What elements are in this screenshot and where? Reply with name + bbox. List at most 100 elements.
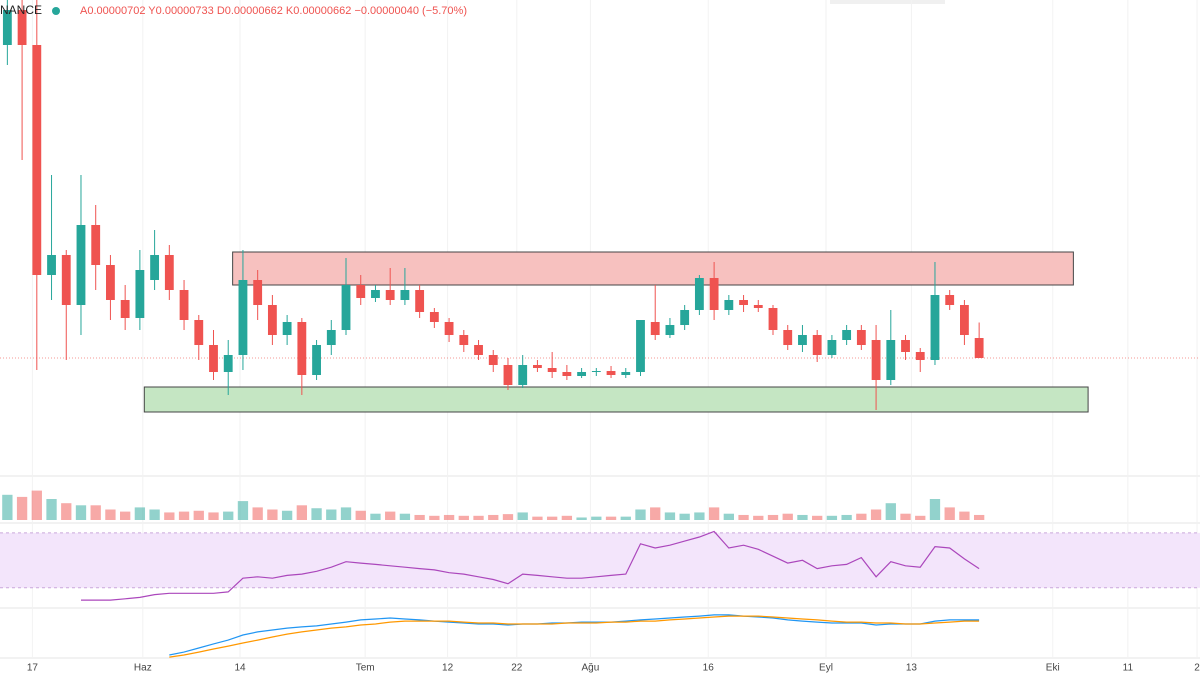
toolbar-edge xyxy=(830,0,945,4)
candle-body xyxy=(945,295,955,305)
candle-body xyxy=(194,320,204,345)
volume-bar xyxy=(414,514,425,520)
candle-body xyxy=(267,305,277,335)
volume-bar xyxy=(532,516,543,520)
candle-body xyxy=(650,322,660,335)
volume-bar xyxy=(973,514,985,520)
candle-body xyxy=(238,280,248,355)
candle-body xyxy=(282,322,292,335)
candle-body xyxy=(474,345,483,355)
volume-bar xyxy=(900,513,911,520)
candle-body xyxy=(709,278,719,310)
candle-body xyxy=(636,320,645,372)
volume-bar xyxy=(915,515,926,520)
x-tick-label: 2 xyxy=(1194,663,1200,674)
rsi-band xyxy=(0,532,1200,588)
volume-bar xyxy=(561,515,573,520)
candle-body xyxy=(871,340,881,380)
candle-body xyxy=(724,300,734,310)
volume-bar xyxy=(797,514,808,520)
volume-bar xyxy=(767,514,779,520)
volume-bar xyxy=(723,513,734,520)
volume-bar xyxy=(473,515,484,520)
volume-bar xyxy=(694,512,705,520)
volume-bar xyxy=(385,511,396,520)
volume-bar xyxy=(281,510,293,520)
candle-body xyxy=(120,300,130,318)
x-tick-label: Ağu xyxy=(582,663,600,674)
volume-bar xyxy=(61,503,72,520)
candle-body xyxy=(341,285,351,330)
volume-bar xyxy=(16,496,28,520)
candle-body xyxy=(503,365,513,385)
volume-bar xyxy=(591,516,602,520)
volume-bar xyxy=(959,511,970,520)
candle-body xyxy=(562,372,572,376)
candle-body xyxy=(135,270,145,318)
volume-bar xyxy=(223,511,234,520)
volume-bar xyxy=(488,514,499,520)
volume-bar xyxy=(856,513,867,520)
x-tick-label: 22 xyxy=(511,663,523,674)
volume-bar xyxy=(546,516,558,520)
volume-bar xyxy=(31,490,42,520)
candle-body xyxy=(768,308,778,330)
volume-bar xyxy=(502,514,514,520)
candle-body xyxy=(459,335,469,345)
candle-body xyxy=(915,352,925,360)
candle-body xyxy=(812,335,822,355)
candle-body xyxy=(209,345,218,372)
candle-body xyxy=(17,10,27,45)
candle-body xyxy=(518,365,528,385)
volume-bar xyxy=(237,501,249,520)
candle-body xyxy=(76,225,86,305)
candle-body xyxy=(621,372,631,375)
volume-bar xyxy=(826,515,838,520)
volume-bar xyxy=(664,512,676,520)
x-tick-label: 14 xyxy=(234,663,246,674)
candle-body xyxy=(680,310,690,325)
candle-body xyxy=(533,365,542,368)
candle-body xyxy=(577,372,587,376)
zone xyxy=(232,251,1074,286)
volume-bar xyxy=(105,509,116,520)
ohlc-readout: A0.00000702 Y0.00000733 D0.00000662 K0.0… xyxy=(80,5,467,17)
candle-body xyxy=(827,340,837,355)
volume-bar xyxy=(370,513,381,520)
volume-bar xyxy=(178,511,190,520)
volume-bar xyxy=(326,509,337,520)
candle-body xyxy=(665,325,675,335)
candle-body xyxy=(974,338,984,358)
volume-bar xyxy=(841,514,852,520)
volume-bar xyxy=(870,509,882,520)
volume-bar xyxy=(134,507,146,520)
volume-bar xyxy=(296,505,307,520)
rsi-line xyxy=(81,530,980,601)
volume-bar xyxy=(517,512,528,520)
volume-bar xyxy=(708,507,720,520)
volume-bar xyxy=(267,509,278,520)
candle-body xyxy=(488,355,498,365)
candle-body xyxy=(739,300,748,305)
candle-body xyxy=(179,290,189,320)
candle-body xyxy=(91,225,101,265)
volume-bar xyxy=(458,515,469,520)
volume-bar xyxy=(679,513,690,520)
candle-body xyxy=(444,322,454,335)
candle-body xyxy=(591,371,601,372)
volume-bar xyxy=(193,510,204,520)
x-tick-label: 16 xyxy=(703,663,715,674)
status-dot xyxy=(52,7,60,15)
x-tick-label: 12 xyxy=(442,663,454,674)
x-tick-label: Eyl xyxy=(819,663,833,674)
volume-bar xyxy=(650,507,661,520)
volume-bar xyxy=(635,509,646,520)
candle-body xyxy=(694,278,704,310)
candle-body xyxy=(32,45,42,275)
volume-bar xyxy=(576,517,587,520)
volume-bar xyxy=(208,512,219,520)
candle-body xyxy=(150,255,160,280)
macd-line xyxy=(169,615,980,658)
volume-bar xyxy=(885,503,896,520)
